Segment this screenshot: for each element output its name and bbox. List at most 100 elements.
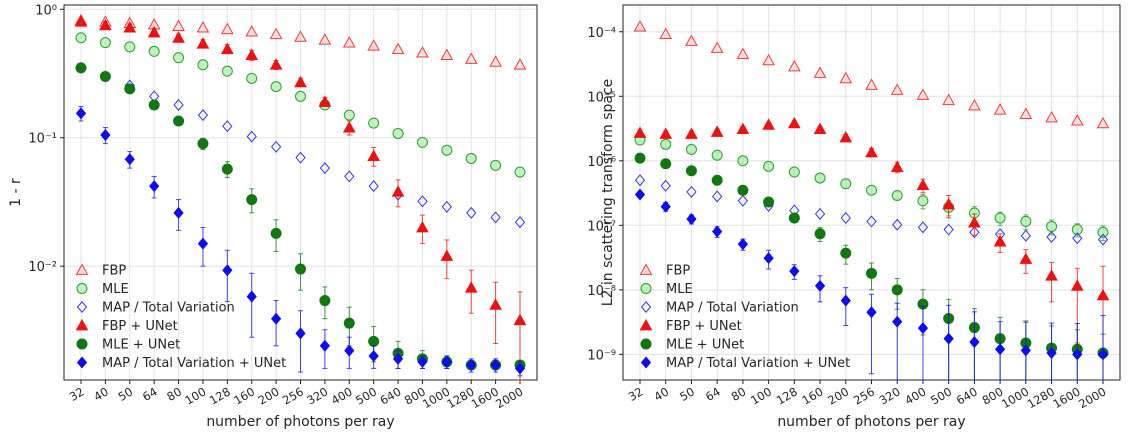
- data-point: [490, 211, 501, 224]
- data-point: [787, 116, 801, 129]
- y-axis-label: L2 in scattering transform space: [600, 79, 616, 307]
- data-point: [866, 306, 877, 319]
- data-point: [514, 362, 526, 375]
- data-point: [490, 359, 501, 372]
- data-point: [416, 136, 428, 148]
- data-point: [968, 216, 981, 228]
- series-mle: [75, 32, 526, 178]
- data-point: [633, 20, 647, 32]
- data-point: [839, 130, 853, 143]
- data-point: [1019, 252, 1033, 264]
- data-point: [1097, 348, 1109, 361]
- y-axis-label: 1 - r: [8, 178, 24, 207]
- legend-marker: [75, 263, 89, 275]
- x-axis-label: number of photons per ray: [777, 414, 965, 430]
- data-point: [866, 184, 877, 196]
- data-point: [270, 81, 282, 93]
- data-point: [763, 160, 775, 172]
- data-point: [464, 281, 478, 293]
- data-point: [368, 117, 380, 129]
- legend-label: FBP + UNet: [666, 319, 742, 334]
- data-point: [659, 127, 673, 139]
- legend: FBP MLE MAP / Total Variation FBP + UNet MLE…: [639, 263, 850, 371]
- data-point: [890, 83, 904, 95]
- x-tick-label: 64: [140, 384, 160, 403]
- data-point: [813, 122, 827, 134]
- data-point: [295, 151, 306, 164]
- x-tick-label: 640: [954, 384, 980, 407]
- data-point: [489, 55, 502, 67]
- data-point: [813, 66, 827, 78]
- data-point: [99, 70, 111, 82]
- data-point: [318, 95, 332, 107]
- data-point: [367, 149, 381, 161]
- data-point: [762, 118, 775, 130]
- data-point: [737, 184, 749, 196]
- data-point: [736, 47, 750, 60]
- data-point: [490, 159, 502, 171]
- data-point: [197, 138, 209, 150]
- data-point: [417, 355, 428, 368]
- data-point: [763, 252, 774, 265]
- x-tick-label: 32: [67, 384, 87, 403]
- data-point: [942, 197, 956, 210]
- x-tick-label: 40: [91, 384, 111, 403]
- legend-label: MLE: [666, 282, 693, 297]
- data-point: [368, 335, 380, 347]
- data-point: [789, 265, 800, 278]
- data-point: [514, 216, 526, 229]
- data-point: [1097, 226, 1109, 238]
- data-point: [99, 37, 111, 49]
- data-point: [196, 21, 210, 33]
- x-axis-label: number of photons per ray: [206, 414, 394, 430]
- data-point: [994, 212, 1006, 224]
- data-point: [993, 103, 1007, 115]
- data-point: [943, 223, 954, 236]
- data-point: [465, 152, 477, 164]
- y-tick-label: 10⁰: [35, 3, 57, 18]
- data-point: [221, 163, 233, 175]
- data-point: [417, 195, 428, 208]
- data-point: [710, 41, 724, 53]
- y-tick-label: 10⁻⁸: [587, 284, 616, 299]
- data-point: [464, 52, 478, 64]
- legend-marker: [640, 356, 652, 369]
- data-point: [441, 355, 452, 368]
- data-point: [367, 39, 381, 51]
- legend-marker: [640, 338, 652, 350]
- legend-marker: [640, 300, 652, 314]
- data-point: [197, 59, 209, 71]
- data-point: [737, 194, 749, 207]
- data-point: [270, 227, 282, 239]
- legend-label: MAP / Total Variation + UNet: [102, 356, 286, 371]
- data-point: [173, 52, 185, 64]
- data-point: [343, 109, 355, 121]
- data-point: [269, 58, 283, 70]
- data-point: [246, 72, 258, 84]
- data-point: [866, 267, 877, 279]
- data-point: [514, 166, 526, 178]
- data-point: [99, 18, 112, 31]
- data-point: [1019, 107, 1033, 119]
- data-point: [197, 237, 209, 250]
- data-point: [319, 295, 331, 307]
- data-point: [416, 46, 429, 58]
- data-point: [441, 144, 453, 156]
- legend-marker: [76, 283, 88, 294]
- data-point: [368, 180, 379, 193]
- legend-label: FBP: [666, 264, 690, 279]
- data-point: [942, 93, 956, 106]
- data-point: [710, 125, 724, 137]
- legend-label: MLE + UNet: [102, 338, 180, 353]
- data-point: [295, 263, 306, 275]
- data-point: [890, 160, 904, 172]
- x-tick-label: 256: [280, 384, 306, 407]
- data-point: [660, 138, 672, 150]
- legend-label: MAP / Total Variation: [102, 301, 235, 316]
- data-point: [814, 207, 826, 220]
- data-point: [865, 78, 878, 90]
- data-point: [814, 279, 826, 292]
- data-point: [685, 34, 698, 46]
- y-tick-label: 10⁻⁴: [587, 26, 616, 41]
